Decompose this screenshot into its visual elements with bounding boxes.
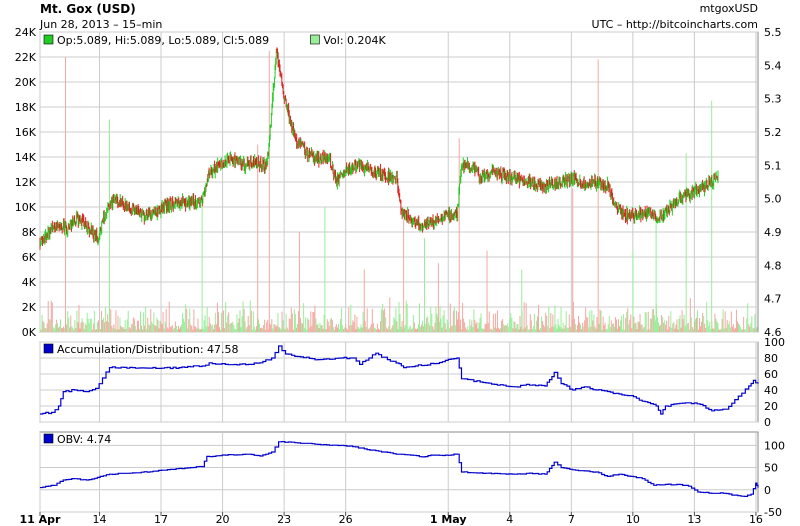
y-left-tick-label: 16K [15, 126, 37, 139]
chart-title: Mt. Gox (USD) [40, 2, 136, 16]
obv-tick-label: 0 [764, 484, 771, 497]
ad-tick-label: 0 [764, 416, 771, 429]
x-tick-label: 10 [626, 513, 640, 526]
y-left-tick-label: 8K [22, 226, 37, 239]
axis-labels: 11 Apr 14 17 20 23 26 1 May 4 7 10 13 16 0K 2K 4K 6K 8K 1… [15, 26, 785, 526]
ad-tick-label: 60 [764, 368, 778, 381]
y-left-tick-label: 4K [22, 276, 37, 289]
y-right-tick-label: 5.4 [764, 59, 782, 72]
ad-tick-label: 80 [764, 352, 778, 365]
x-tick-label: 11 Apr [20, 513, 62, 526]
volume-bars [39, 50, 758, 332]
x-tick-label: 17 [154, 513, 168, 526]
obv-line [40, 441, 759, 497]
obv-tick-label: 50 [764, 462, 778, 475]
y-right-tick-label: 5.3 [764, 93, 782, 106]
legend: Op:5.089, Hi:5.089, Lo:5.089, Cl:5.089 Vo… [43, 34, 387, 446]
ad-tick-label: 100 [764, 336, 785, 349]
x-tick-label: 26 [339, 513, 353, 526]
obv-series-line [40, 441, 759, 497]
y-left-tick-label: 0K [22, 326, 37, 339]
y-right-tick-label: 5.0 [764, 193, 782, 206]
panel-frames [39, 31, 759, 513]
obv-legend-label: OBV: 4.74 [57, 433, 111, 446]
y-right-tick-label: 4.8 [764, 259, 782, 272]
obv-legend-swatch [43, 433, 54, 444]
y-right-tick-label: 4.6 [764, 326, 782, 339]
price-legend-swatch [43, 34, 54, 45]
price-legend-label: Op:5.089, Hi:5.089, Lo:5.089, Cl:5.089 [57, 34, 269, 47]
y-right-tick-label: 5.2 [764, 126, 782, 139]
y-left-tick-label: 24K [15, 26, 37, 39]
chart-subtitle: Jun 28, 2013 – 15–min [40, 18, 163, 31]
ad-series-line [40, 345, 759, 415]
y-left-tick-label: 22K [15, 51, 37, 64]
symbol-label: mtgoxUSD [699, 2, 758, 15]
ad-legend-swatch [43, 343, 54, 354]
y-left-tick-label: 14K [15, 151, 37, 164]
y-left-tick-label: 20K [15, 76, 37, 89]
y-left-tick-label: 6K [22, 251, 37, 264]
y-left-tick-label: 18K [15, 101, 37, 114]
x-tick-label: 13 [687, 513, 701, 526]
y-right-tick-label: 5.5 [764, 26, 782, 39]
ad-tick-label: 40 [764, 384, 778, 397]
y-left-tick-label: 10K [15, 201, 37, 214]
accumulation-distribution-line [40, 345, 759, 415]
source-label: UTC – http://bitcoincharts.com [591, 18, 758, 31]
x-tick-label: 16 [749, 513, 763, 526]
y-right-tick-label: 4.7 [764, 293, 782, 306]
price-legend-label: Vol: 0.204K [323, 34, 386, 47]
y-left-tick-label: 2K [22, 301, 37, 314]
x-tick-label: 7 [568, 513, 575, 526]
ad-legend-label: Accumulation/Distribution: 47.58 [57, 343, 239, 356]
obv-tick-label: 100 [764, 439, 785, 452]
x-tick-label: 1 May [430, 513, 467, 526]
y-left-tick-label: 12K [15, 176, 37, 189]
price-candles [39, 47, 719, 250]
ad-tick-label: 20 [764, 400, 778, 413]
x-tick-label: 4 [506, 513, 513, 526]
y-right-tick-label: 5.1 [764, 159, 782, 172]
price-legend-swatch [310, 34, 320, 45]
obv-tick-label: -50 [764, 506, 782, 519]
y-right-tick-label: 4.9 [764, 226, 782, 239]
x-tick-label: 23 [277, 513, 291, 526]
x-tick-label: 20 [216, 513, 230, 526]
x-tick-label: 14 [92, 513, 106, 526]
grid-lines [39, 31, 758, 513]
